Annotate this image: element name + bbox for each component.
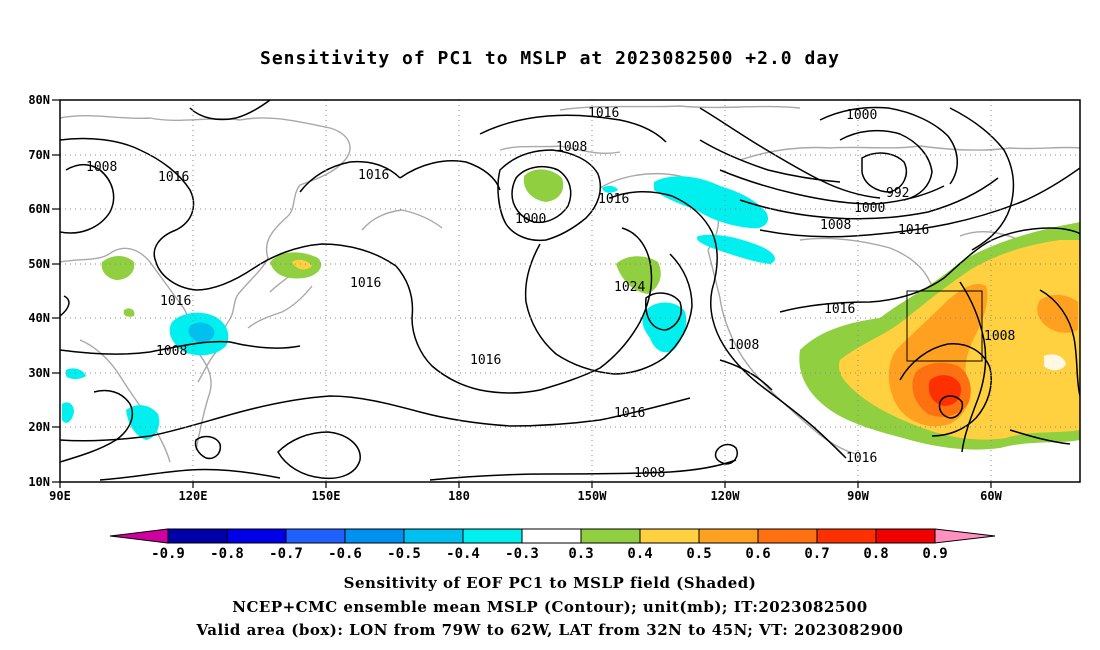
colorbar-tick-label: -0.5 bbox=[387, 546, 421, 562]
sensitivity-shading bbox=[62, 169, 1080, 450]
contour-label: 1008 bbox=[556, 140, 587, 155]
lon-label: 90E bbox=[49, 489, 71, 503]
colorbar-swatch bbox=[639, 528, 700, 544]
colorbar-swatch bbox=[167, 528, 228, 544]
map-title: Sensitivity of PC1 to MSLP at 2023082500… bbox=[259, 48, 840, 69]
colorbar-tick-label: 0.6 bbox=[745, 546, 770, 562]
lon-label: 90W bbox=[847, 489, 869, 503]
mslp-contours bbox=[60, 100, 1080, 481]
contour-label: 1016 bbox=[598, 192, 629, 207]
contour-label: 1016 bbox=[898, 223, 929, 238]
latitude-labels: 80N 70N 60N 50N 40N 30N 20N 10N bbox=[28, 93, 50, 489]
colorbar-tick-label: -0.3 bbox=[505, 546, 539, 562]
lat-label: 10N bbox=[28, 475, 50, 489]
colorbar-swatch bbox=[875, 528, 936, 544]
contour-label: 1008 bbox=[156, 344, 187, 359]
lat-label: 50N bbox=[28, 257, 50, 271]
lat-label: 30N bbox=[28, 366, 50, 380]
lat-label: 80N bbox=[28, 93, 50, 107]
contour-label: 1016 bbox=[588, 106, 619, 121]
colorbar-swatch bbox=[757, 528, 818, 544]
graticule bbox=[60, 100, 1080, 482]
colorbar-swatch bbox=[462, 528, 523, 544]
lat-label: 40N bbox=[28, 311, 50, 325]
contour-label: 1024 bbox=[614, 280, 645, 295]
contour-label: 992 bbox=[886, 186, 909, 201]
lat-label: 20N bbox=[28, 420, 50, 434]
lon-label: 60W bbox=[980, 489, 1002, 503]
contour-label: 1016 bbox=[824, 302, 855, 317]
colorbar-tick-label: 0.4 bbox=[627, 546, 652, 562]
colorbar-swatch bbox=[580, 528, 641, 544]
lon-label: 180 bbox=[448, 489, 470, 503]
contour-labels: 1008 1016 1016 1008 1016 1016 1000 1008 … bbox=[86, 106, 1015, 481]
colorbar-swatch bbox=[344, 528, 405, 544]
colorbar-tick-label: 0.5 bbox=[686, 546, 711, 562]
colorbar-swatch bbox=[521, 528, 582, 544]
contour-label: 1008 bbox=[984, 329, 1015, 344]
contour-label: 1000 bbox=[515, 212, 546, 227]
colorbar-swatch bbox=[226, 528, 287, 544]
lat-label: 70N bbox=[28, 148, 50, 162]
lon-label: 150W bbox=[578, 489, 608, 503]
colorbar-tick-label: -0.9 bbox=[151, 546, 185, 562]
contour-label: 1008 bbox=[86, 160, 117, 175]
contour-label: 1016 bbox=[350, 276, 381, 291]
lat-label: 60N bbox=[28, 202, 50, 216]
colorbar-tick-label: 0.3 bbox=[568, 546, 593, 562]
colorbar: -0.9 -0.8 -0.7 -0.6 -0.5 -0.4 -0.3 0.3 0.4 0.5 0.6… bbox=[109, 528, 996, 562]
colorbar-arrow-low bbox=[109, 528, 169, 544]
colorbar-arrow-high bbox=[934, 528, 996, 544]
contour-label: 1016 bbox=[470, 353, 501, 368]
colorbar-tick-label: -0.6 bbox=[328, 546, 362, 562]
contour-label: 1008 bbox=[634, 466, 665, 481]
contour-label: 1008 bbox=[820, 218, 851, 233]
lon-label: 150E bbox=[312, 489, 341, 503]
longitude-labels: 90E 120E 150E 180 150W 120W 90W 60W bbox=[49, 489, 1002, 503]
footer-line-contour: NCEP+CMC ensemble mean MSLP (Contour); u… bbox=[232, 598, 868, 616]
contour-label: 1016 bbox=[158, 170, 189, 185]
map-frame bbox=[59, 99, 1081, 483]
lon-label: 120W bbox=[711, 489, 741, 503]
lon-label: 120E bbox=[179, 489, 208, 503]
colorbar-swatch bbox=[285, 528, 346, 544]
contour-label: 1008 bbox=[728, 338, 759, 353]
contour-label: 1016 bbox=[846, 451, 877, 466]
colorbar-tick-label: -0.8 bbox=[210, 546, 244, 562]
colorbar-tick-label: -0.7 bbox=[269, 546, 303, 562]
footer-line-valid-area: Valid area (box): LON from 79W to 62W, L… bbox=[196, 621, 904, 639]
contour-label: 1016 bbox=[614, 406, 645, 421]
valid-area-box bbox=[906, 290, 983, 362]
footer-line-shading: Sensitivity of EOF PC1 to MSLP field (Sh… bbox=[343, 574, 757, 592]
contour-label: 1016 bbox=[160, 294, 191, 309]
colorbar-tick-label: 0.7 bbox=[804, 546, 829, 562]
colorbar-swatch bbox=[698, 528, 759, 544]
colorbar-tick-label: 0.8 bbox=[863, 546, 888, 562]
contour-label: 1016 bbox=[358, 168, 389, 183]
colorbar-swatch bbox=[816, 528, 877, 544]
colorbar-tick-label: 0.9 bbox=[922, 546, 947, 562]
colorbar-tick-label: -0.4 bbox=[446, 546, 480, 562]
contour-label: 1000 bbox=[854, 201, 885, 216]
contour-label: 1000 bbox=[846, 108, 877, 123]
colorbar-swatch bbox=[403, 528, 464, 544]
